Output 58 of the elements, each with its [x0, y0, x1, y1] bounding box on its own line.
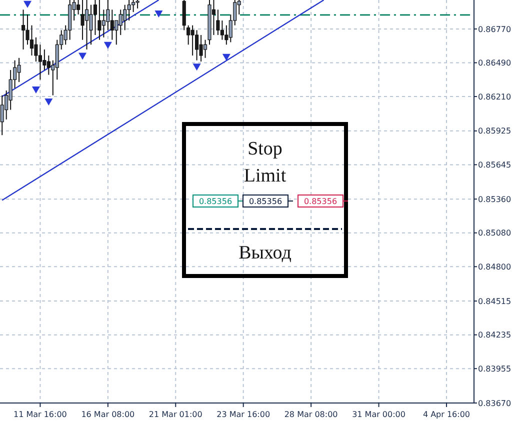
annotation: Выход: [238, 242, 292, 264]
candlestick: [46, 55, 50, 76]
y-tick-label: 0.83670: [478, 398, 512, 408]
y-tick-label: 0.85080: [478, 228, 512, 238]
candlestick: [84, 0, 89, 50]
point: [154, 10, 163, 18]
point: [44, 98, 53, 106]
x-tick-label: 4 Apr 16:00: [422, 410, 470, 419]
candlestick: [132, 0, 136, 13]
candlestick: [8, 69, 12, 110]
point: [78, 52, 87, 60]
candlestick: [93, 0, 98, 36]
candlestick: [102, 9, 106, 38]
annotation: Stop: [248, 138, 282, 160]
candlestick: [186, 24, 190, 46]
x-tick-label: 16 Mar 08:00: [81, 410, 135, 419]
candlestick: [203, 39, 208, 58]
y-tick-label: 0.86210: [478, 92, 512, 102]
candlestick: [30, 24, 34, 56]
y-tick-label: 0.85645: [478, 160, 512, 170]
candlestick: [0, 94, 4, 136]
candlestick: [80, 0, 84, 40]
y-tick-label: 0.85925: [478, 126, 512, 136]
candlestick: [127, 0, 131, 22]
candlestick: [195, 30, 199, 61]
x-tick-label: 21 Mar 01:00: [148, 410, 202, 419]
candlestick: [89, 4, 93, 46]
candlestick: [21, 9, 26, 50]
candlestick: [118, 9, 122, 36]
point: [32, 86, 40, 94]
point: [104, 42, 112, 49]
y-tick-label: 0.84235: [478, 330, 512, 340]
point: [192, 64, 201, 71]
annotation: 0.85356: [248, 196, 282, 206]
y-tick-label: 0.84800: [478, 262, 512, 272]
x-tick-label: 11 Mar 16:00: [13, 410, 67, 419]
y-tick-label: 0.84515: [478, 296, 512, 306]
point: [24, 0, 32, 8]
y-tick-label: 0.86770: [478, 24, 512, 34]
candlestick: [106, 0, 110, 31]
x-tick-label: 23 Mar 16:00: [216, 410, 270, 419]
y-tick-label: 0.86490: [478, 58, 512, 68]
candlestick: [190, 24, 194, 56]
annotation: 0.85356: [198, 196, 232, 206]
candlestick: [110, 9, 114, 40]
candlestick: [123, 4, 127, 31]
y-tick-label: 0.85360: [478, 194, 512, 204]
x-tick-label: 31 Mar 00:00: [352, 410, 406, 419]
annotation: Limit: [244, 166, 287, 187]
candlestick: [42, 48, 46, 70]
annotation: 0.85356: [304, 196, 338, 206]
point: [222, 54, 230, 61]
candlestick: [199, 34, 203, 62]
candlestick: [98, 0, 102, 40]
candlestick: [220, 20, 224, 40]
y-tick-label: 0.83955: [478, 364, 512, 374]
x-tick-label: 28 Mar 08:00: [284, 410, 338, 419]
candlestick: [38, 44, 42, 80]
